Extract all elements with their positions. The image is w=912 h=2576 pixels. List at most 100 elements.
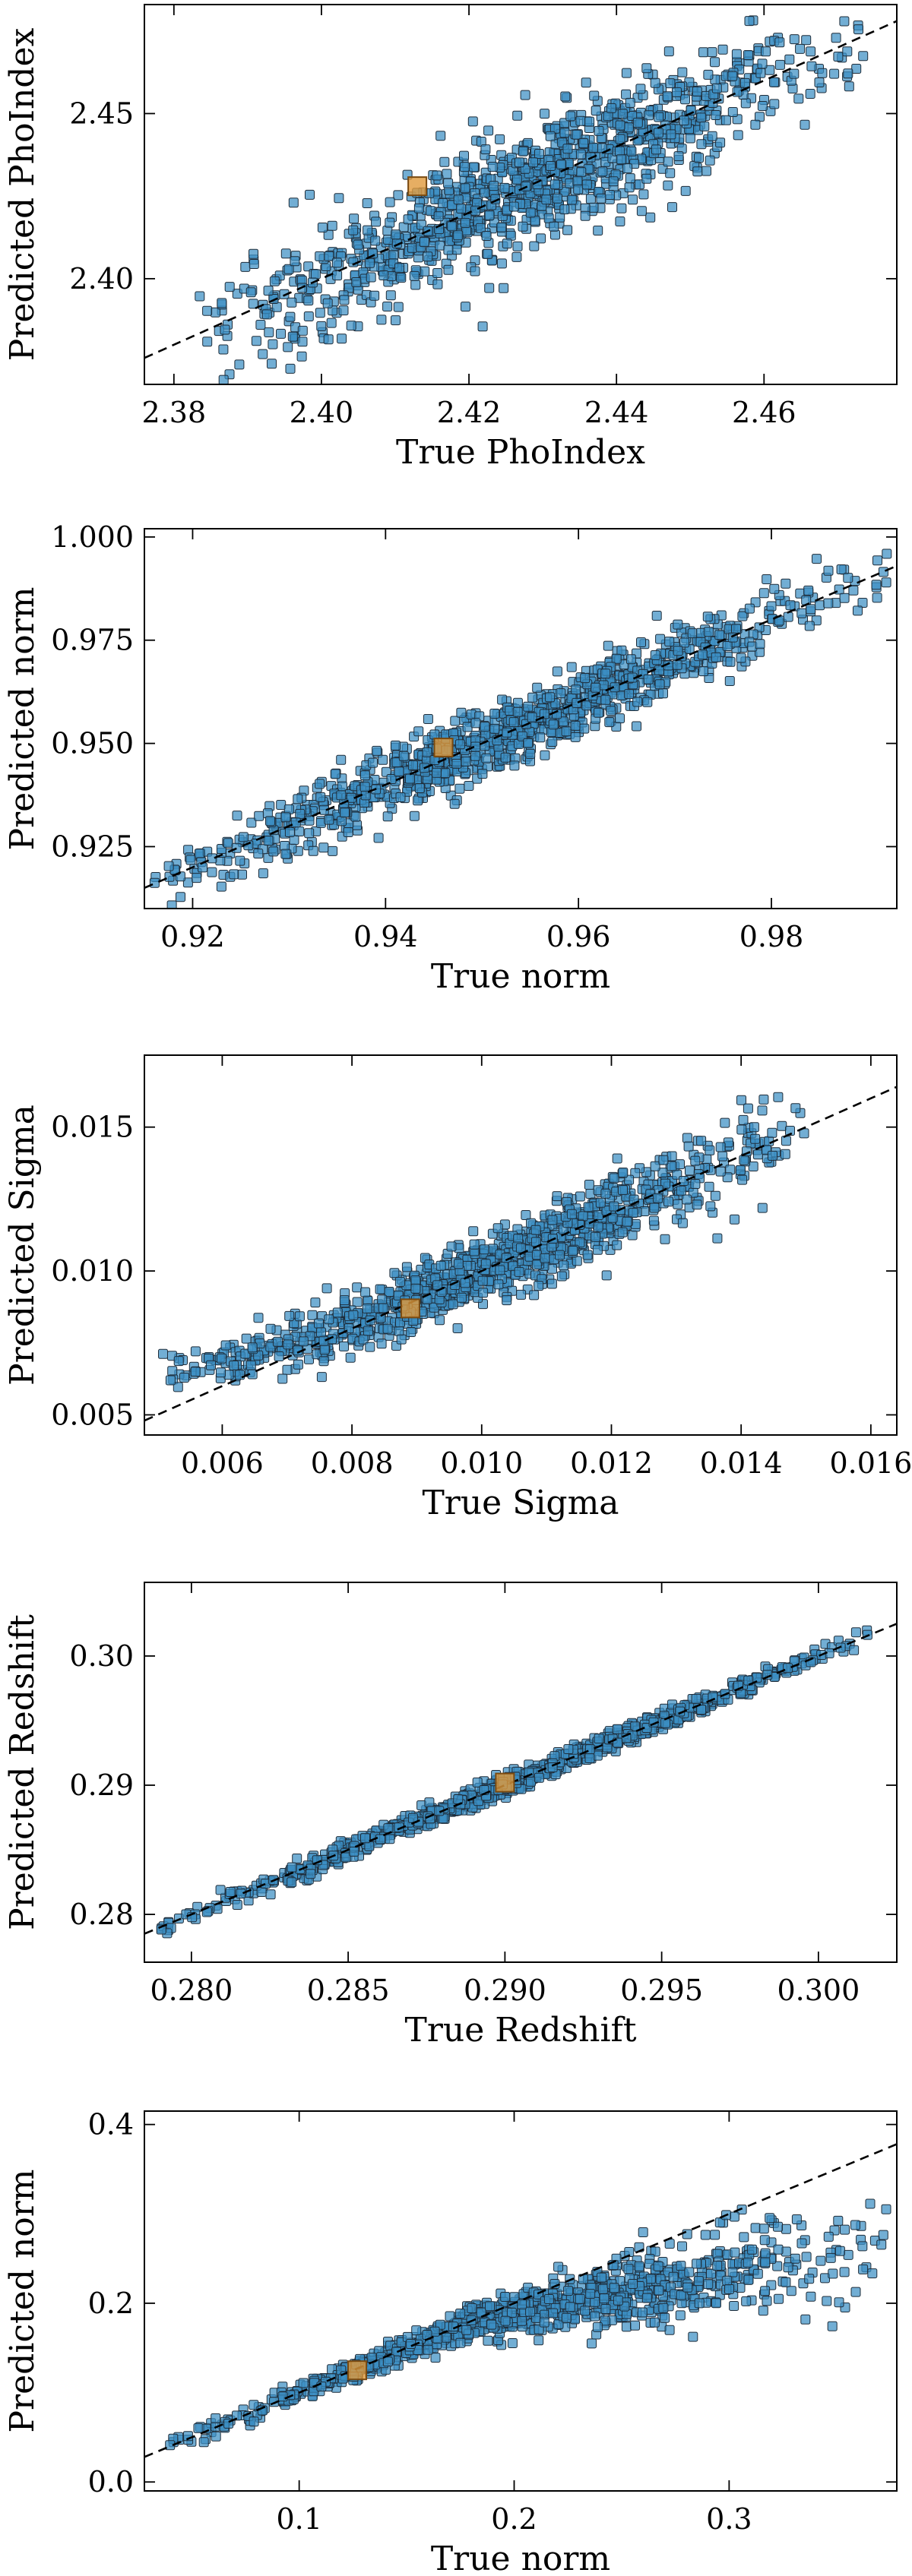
scatter-point	[570, 732, 581, 742]
scatter-point	[547, 1215, 558, 1225]
scatter-point	[628, 1208, 638, 1218]
scatter-point	[389, 1268, 400, 1279]
scatter-point	[692, 1199, 702, 1210]
scatter-point	[555, 1250, 565, 1260]
scatter-point	[217, 298, 227, 308]
scatter-point	[296, 351, 307, 362]
scatter-point	[393, 190, 404, 201]
scatter-point	[698, 666, 708, 677]
scatter-point	[360, 1833, 370, 1844]
scatter-point	[388, 250, 399, 261]
x-tick-label: 2.40	[290, 396, 354, 429]
scatter-point	[735, 1165, 746, 1175]
scatter-point	[865, 2198, 876, 2209]
scatter-point	[711, 652, 721, 662]
scatter-point	[849, 1645, 860, 1655]
scatter-point	[817, 68, 828, 78]
scatter-point	[791, 2214, 802, 2224]
scatter-point	[624, 182, 635, 193]
scatter-point	[477, 769, 488, 779]
scatter-point	[614, 146, 625, 156]
scatter-point	[766, 601, 777, 612]
scatter-point	[588, 202, 599, 213]
scatter-point	[725, 656, 736, 667]
scatter-point	[556, 688, 566, 699]
scatter-point	[660, 1234, 670, 1244]
x-tick-label: 0.010	[440, 1446, 523, 1480]
scatter-point	[409, 811, 420, 821]
scatter-point	[304, 1354, 314, 1364]
scatter-point	[330, 769, 340, 779]
scatter-point	[632, 697, 643, 707]
scatter-point	[435, 240, 445, 251]
scatter-point	[520, 90, 530, 100]
scatter-point	[758, 2306, 768, 2316]
scatter-point	[440, 768, 451, 779]
scatter-point	[833, 52, 844, 62]
scatter-point	[407, 242, 417, 253]
scatter-point	[737, 1174, 748, 1185]
scatter-point	[345, 1352, 356, 1363]
scatter-point	[410, 1283, 421, 1294]
y-tick-label: 1.000	[51, 520, 134, 554]
scatter-point	[344, 283, 354, 293]
scatter-point	[435, 131, 446, 141]
scatter-point	[390, 740, 401, 751]
scatter-point	[773, 1092, 784, 1102]
scatter-point	[460, 1278, 470, 1288]
scatter-point	[622, 1216, 632, 1227]
scatter-point	[546, 161, 556, 171]
scatter-point	[539, 709, 549, 719]
scatter-point	[699, 121, 710, 131]
scatter-point	[306, 1869, 316, 1879]
scatter-point	[664, 2325, 675, 2335]
scatter-point	[591, 682, 601, 693]
scatter-point	[649, 1203, 660, 1213]
scatter-point	[495, 1265, 505, 1275]
scatter-point	[394, 1326, 404, 1336]
scatter-point	[858, 51, 869, 62]
scatter-point	[265, 1323, 276, 1334]
scatter-point	[280, 849, 291, 859]
scatter-point	[850, 1627, 861, 1638]
scatter-point	[229, 1361, 239, 1370]
scatter-point	[265, 816, 275, 827]
scatter-point	[394, 766, 404, 777]
scatter-point	[290, 817, 301, 828]
scatter-point	[396, 273, 407, 283]
scatter-point	[484, 210, 495, 220]
scatter-point	[282, 1364, 293, 1375]
scatter-point	[665, 78, 676, 89]
scatter-point	[324, 1314, 334, 1325]
scatter-point	[705, 1145, 715, 1155]
scatter-point	[575, 1237, 585, 1248]
scatter-point	[658, 1155, 669, 1165]
scatter-point	[246, 817, 257, 828]
scatter-point	[732, 87, 743, 97]
scatter-point	[414, 783, 425, 793]
scatter-point	[663, 46, 674, 57]
scatter-points	[165, 2198, 891, 2451]
scatter-point	[581, 179, 592, 190]
x-tick-label: 0.285	[307, 1974, 390, 2007]
scatter-point	[743, 1103, 753, 1114]
scatter-point	[422, 747, 432, 757]
scatter-point	[549, 179, 560, 190]
scatter-point	[582, 1250, 593, 1260]
scatter-point	[468, 162, 479, 172]
scatter-point	[470, 266, 480, 277]
scatter-point	[729, 2301, 739, 2311]
scatter-point	[507, 2338, 518, 2348]
scatter-point	[502, 239, 512, 249]
scatter-point	[790, 2253, 800, 2264]
scatter-point	[432, 170, 442, 181]
scatter-point	[610, 682, 620, 693]
scatter-point	[215, 1885, 226, 1895]
scatter-point	[518, 146, 528, 156]
scatter-point	[673, 1199, 683, 1209]
scatter-point	[378, 1303, 388, 1313]
scatter-point	[496, 258, 507, 269]
scatter-point	[378, 754, 388, 765]
scatter-point	[584, 1753, 595, 1763]
scatter-point	[720, 115, 731, 125]
